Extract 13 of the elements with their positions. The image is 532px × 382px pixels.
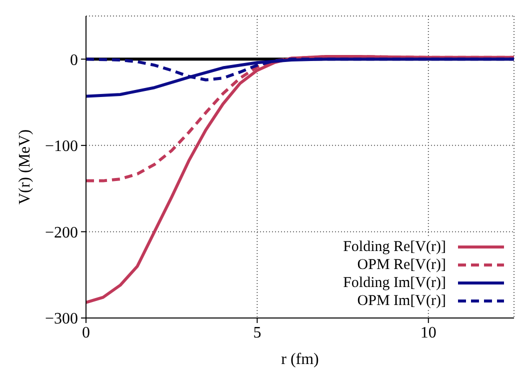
x-tick-label: 0 <box>82 324 90 342</box>
y-tick-label: 0 <box>70 52 78 69</box>
y-tick-label: −300 <box>44 310 78 328</box>
legend-label: Folding Re[V(r)] <box>343 238 446 256</box>
legend-label: Folding Im[V(r)] <box>343 274 446 292</box>
legend-label: OPM Im[V(r)] <box>357 292 446 310</box>
y-axis-title: V(r) (MeV) <box>16 129 34 205</box>
x-axis-title: r (fm) <box>281 351 319 368</box>
y-tick-label: −200 <box>44 224 78 242</box>
y-tick-label: −100 <box>44 138 78 156</box>
x-tick-label: 5 <box>253 324 262 342</box>
legend-label: OPM Re[V(r)] <box>357 256 446 274</box>
x-tick-label: 10 <box>420 324 436 342</box>
